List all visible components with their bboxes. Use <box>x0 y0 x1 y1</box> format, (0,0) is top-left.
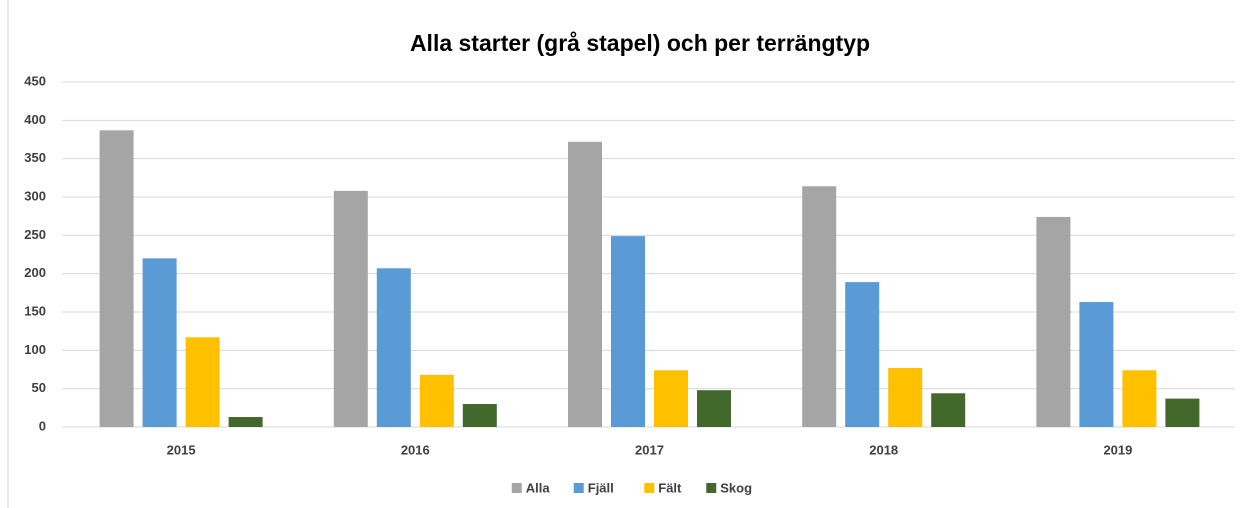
x-tick-label: 2018 <box>869 442 898 457</box>
legend-swatch <box>511 483 522 493</box>
x-tick-label: 2016 <box>401 442 430 457</box>
legend-swatch <box>706 483 717 493</box>
legend-swatch <box>644 483 655 493</box>
y-tick-label: 450 <box>24 73 46 88</box>
bar <box>611 236 645 427</box>
y-tick-label: 50 <box>32 380 46 395</box>
y-tick-label: 350 <box>24 150 46 165</box>
bar <box>1122 370 1157 427</box>
y-tick-label: 150 <box>24 303 46 318</box>
legend-label: Fält <box>658 480 682 495</box>
bar <box>333 190 368 427</box>
legend-label: Fjäll <box>588 480 614 495</box>
bar <box>185 337 220 427</box>
y-tick-label: 0 <box>39 418 46 433</box>
bar <box>462 404 497 427</box>
bar <box>802 186 837 427</box>
y-tick-label: 400 <box>24 112 46 127</box>
bar <box>845 282 880 427</box>
x-tick-label: 2019 <box>1103 442 1132 457</box>
bar <box>419 374 454 427</box>
bar <box>1036 216 1071 427</box>
bar <box>99 130 134 428</box>
legend-label: Alla <box>526 480 551 495</box>
x-tick-label: 2015 <box>167 442 196 457</box>
legend-label: Skog <box>720 480 752 495</box>
bar <box>654 370 688 427</box>
x-tick-label: 2017 <box>635 442 664 457</box>
y-tick-label: 250 <box>24 227 46 242</box>
bar <box>376 268 411 427</box>
y-tick-label: 100 <box>24 342 46 357</box>
bar <box>568 141 602 428</box>
bar <box>1079 302 1114 427</box>
legend-swatch <box>573 483 584 493</box>
bar <box>1165 398 1200 427</box>
bar <box>697 390 731 427</box>
chart-title: Alla starter (grå stapel) och per terrän… <box>410 30 870 56</box>
y-tick-label: 300 <box>24 188 46 203</box>
y-tick-label: 200 <box>24 265 46 280</box>
bar <box>931 393 966 427</box>
bar <box>228 417 263 427</box>
bar <box>142 258 177 427</box>
bar <box>888 367 923 427</box>
